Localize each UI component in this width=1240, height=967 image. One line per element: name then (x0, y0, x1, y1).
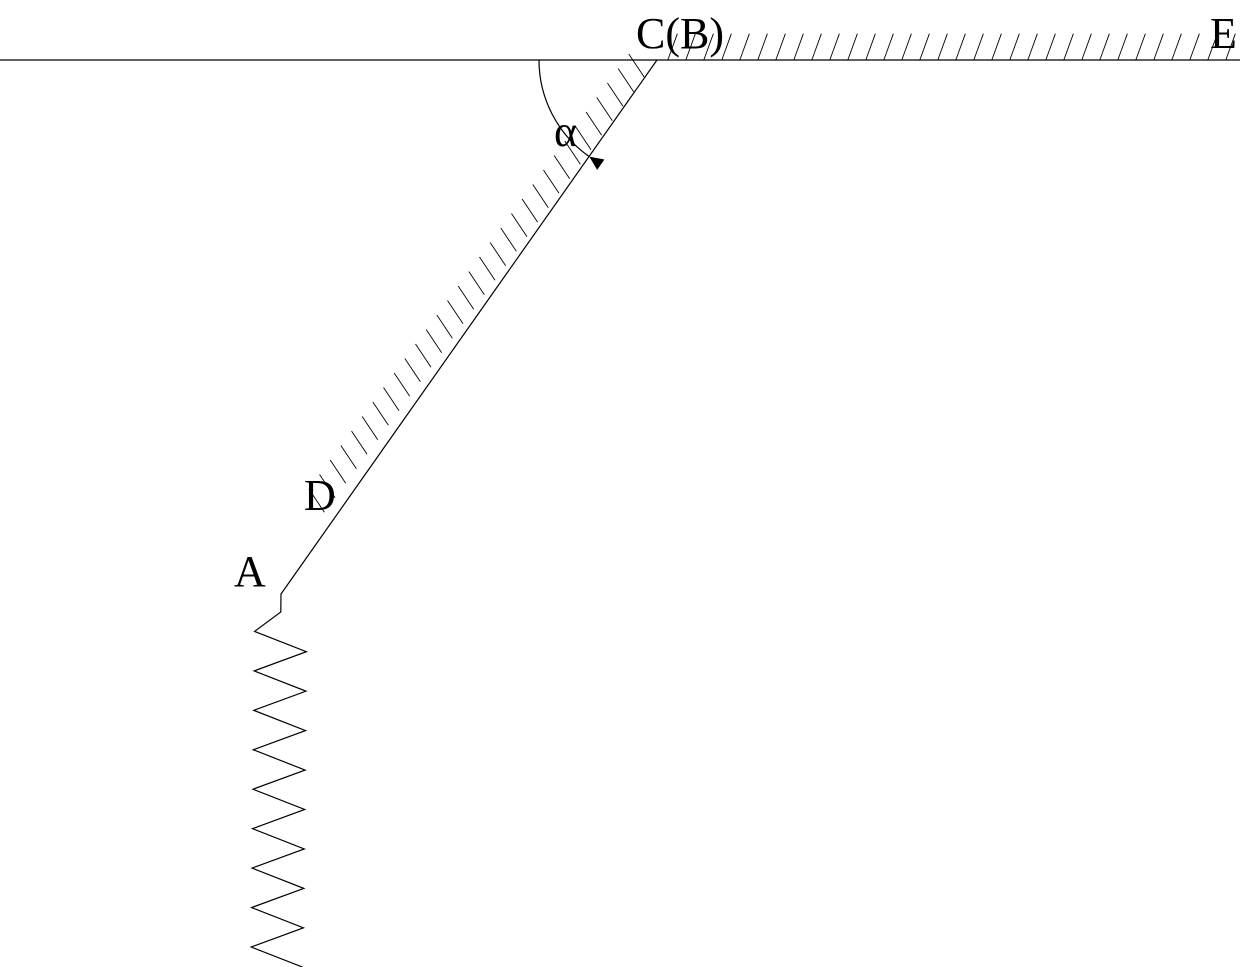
hatch-horizontal (668, 34, 1236, 60)
label-A: A (234, 547, 266, 596)
label-C-B: C(B) (636, 9, 724, 58)
label-E: E (1210, 9, 1237, 58)
diagram-canvas: C(B) Eα DA (0, 0, 1240, 967)
label-alpha: α (554, 107, 577, 156)
label-D: D (304, 471, 336, 520)
labels: C(B) Eα DA (234, 9, 1237, 596)
hatch-incline (309, 54, 644, 512)
zigzag (251, 594, 306, 967)
